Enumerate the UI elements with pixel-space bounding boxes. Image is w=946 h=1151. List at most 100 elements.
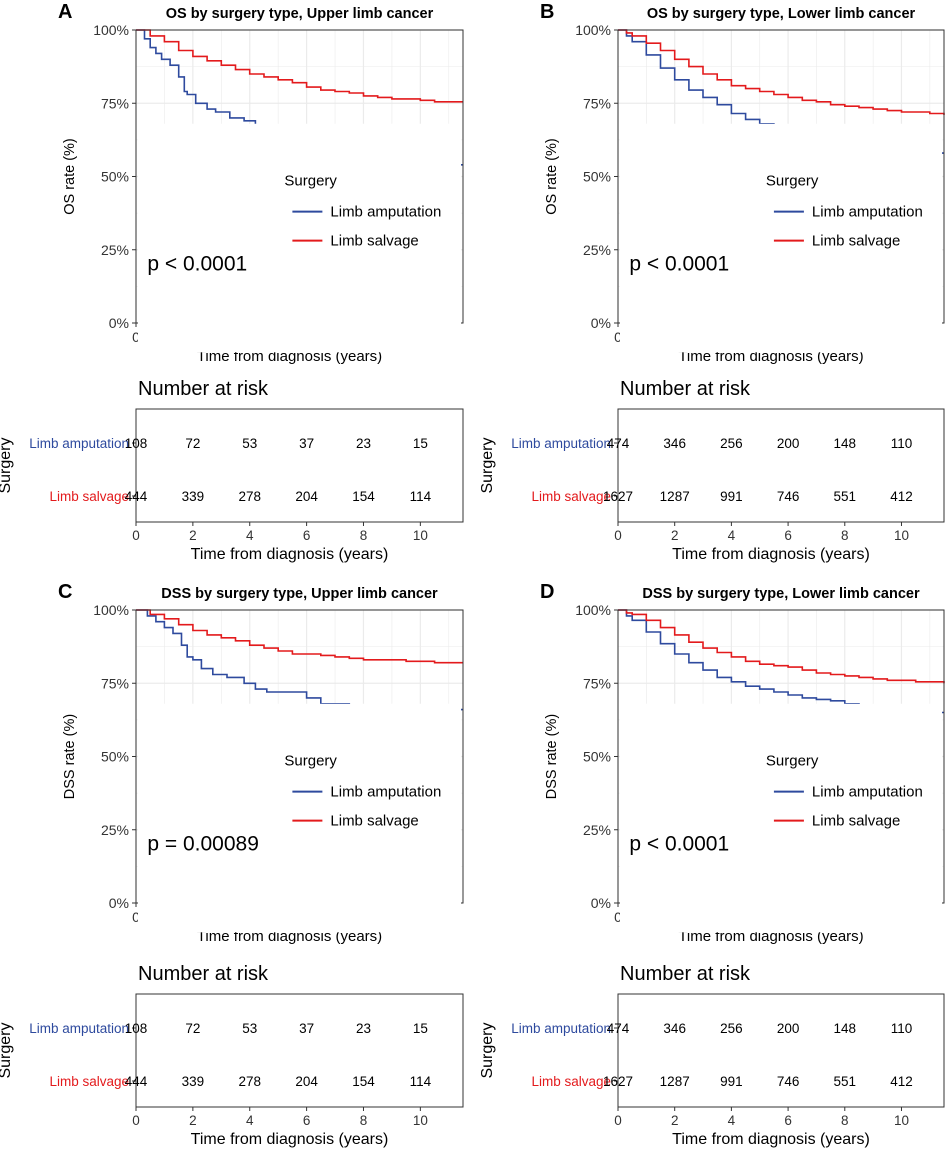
risk-x-tick-label: 6 (303, 528, 311, 543)
risk-x-axis-label: Time from diagnosis (years) (672, 546, 870, 563)
p-value: p < 0.0001 (629, 252, 729, 275)
y-tick-label: 50% (101, 749, 129, 765)
panel-d: D DSS by surgery type, Lower limb cancer 0… (479, 581, 945, 1148)
curve-limb-amputation (136, 609, 463, 711)
risk-row-label-limb-salvage: Limb salvage (49, 1074, 129, 1089)
risk-row-label-limb-amputation: Limb amputation (29, 436, 129, 451)
legend-label-limb-amputation: Limb amputation (330, 204, 441, 221)
risk-table-frame (617, 408, 945, 523)
risk-table-frame (617, 993, 945, 1108)
legend: Surgery Limb amputation Limb salvage (620, 703, 942, 933)
risk-table-frame (135, 993, 464, 1108)
p-value: p = 0.00089 (147, 832, 259, 855)
risk-count: 204 (295, 1074, 318, 1089)
legend-background (620, 703, 942, 933)
risk-x-tick-label: 6 (303, 1113, 311, 1128)
risk-count: 200 (777, 1021, 800, 1036)
risk-table-title: Number at risk (138, 963, 269, 985)
risk-count: 53 (242, 1021, 257, 1036)
risk-y-axis-label: Surgery (0, 1022, 14, 1078)
y-tick-label: 25% (583, 242, 611, 258)
risk-count: 551 (834, 1074, 857, 1089)
x-tick-label: 0 (132, 909, 140, 925)
risk-table-title: Number at risk (620, 378, 751, 400)
risk-count: 278 (238, 1074, 261, 1089)
chart-title: DSS by surgery type, Lower limb cancer (642, 586, 920, 602)
x-tick-label: 0 (132, 329, 140, 345)
risk-count: 256 (720, 1021, 743, 1036)
y-tick-label: 50% (583, 169, 611, 185)
legend-label-limb-amputation: Limb amputation (812, 784, 923, 801)
risk-y-axis-label: Surgery (479, 1022, 496, 1078)
y-axis-label: OS rate (%) (544, 138, 560, 215)
risk-count: 72 (185, 436, 200, 451)
legend-label-limb-salvage: Limb salvage (812, 233, 900, 250)
risk-x-tick-label: 4 (246, 528, 254, 543)
y-tick-label: 75% (583, 95, 611, 111)
risk-count: 110 (891, 436, 913, 451)
legend: Surgery Limb amputation Limb salvage (620, 123, 942, 353)
x-tick-label: 0 (614, 909, 622, 925)
risk-y-axis-label: Surgery (479, 437, 496, 493)
risk-y-axis-label: Surgery (0, 437, 14, 493)
risk-count: 991 (720, 489, 743, 504)
risk-x-tick-label: 4 (728, 1113, 736, 1128)
panel-label: A (58, 1, 72, 23)
risk-row-label-limb-amputation: Limb amputation (511, 1021, 611, 1036)
y-tick-label: 75% (101, 675, 129, 691)
risk-x-tick-label: 8 (841, 1113, 849, 1128)
risk-count: 551 (834, 489, 857, 504)
risk-count: 444 (125, 1074, 148, 1089)
risk-x-tick-label: 10 (894, 1113, 909, 1128)
y-tick-label: 100% (93, 22, 129, 38)
risk-count: 200 (777, 436, 800, 451)
legend-background (620, 123, 942, 353)
risk-x-tick-label: 8 (360, 1113, 368, 1128)
risk-table-title: Number at risk (620, 963, 751, 985)
legend-title: Surgery (284, 753, 337, 770)
risk-count: 412 (890, 489, 913, 504)
y-axis-label: OS rate (%) (62, 138, 78, 215)
legend: Surgery Limb amputation Limb salvage (138, 123, 461, 353)
risk-row-label-limb-salvage: Limb salvage (531, 489, 611, 504)
y-tick-label: 100% (575, 22, 611, 38)
risk-count: 1287 (660, 489, 690, 504)
chart-title: OS by surgery type, Upper limb cancer (166, 6, 434, 22)
y-tick-label: 100% (93, 602, 129, 618)
legend-label-limb-amputation: Limb amputation (330, 784, 441, 801)
risk-count: 108 (125, 1021, 148, 1036)
risk-count: 474 (607, 1021, 630, 1036)
risk-table-frame (135, 408, 464, 523)
y-tick-label: 25% (101, 242, 129, 258)
risk-count: 256 (720, 436, 743, 451)
risk-count: 204 (295, 489, 318, 504)
risk-x-tick-label: 10 (413, 1113, 428, 1128)
risk-row-label-limb-amputation: Limb amputation (511, 436, 611, 451)
risk-row-label-limb-amputation: Limb amputation (29, 1021, 129, 1036)
y-tick-label: 0% (591, 895, 611, 911)
panel-a: A OS by surgery type, Upper limb cancer 0%… (0, 1, 464, 563)
legend-background (138, 123, 461, 353)
panel-label: B (540, 1, 554, 23)
risk-row-label-limb-salvage: Limb salvage (49, 489, 129, 504)
risk-count: 148 (834, 1021, 857, 1036)
p-value: p < 0.0001 (629, 832, 729, 855)
risk-count: 278 (238, 489, 261, 504)
panel-c: C DSS by surgery type, Upper limb cancer 0… (0, 581, 464, 1148)
curve-limb-salvage (618, 29, 945, 115)
panel-label: D (540, 581, 554, 603)
risk-x-tick-label: 6 (784, 528, 792, 543)
risk-x-tick-label: 2 (189, 1113, 197, 1128)
y-tick-label: 50% (583, 749, 611, 765)
risk-count: 154 (352, 489, 375, 504)
risk-count: 15 (413, 1021, 428, 1036)
risk-count: 53 (242, 436, 257, 451)
legend-title: Surgery (766, 173, 819, 190)
legend-label-limb-salvage: Limb salvage (330, 813, 418, 830)
risk-count: 412 (890, 1074, 913, 1089)
risk-x-tick-label: 0 (614, 528, 622, 543)
y-tick-label: 75% (101, 95, 129, 111)
